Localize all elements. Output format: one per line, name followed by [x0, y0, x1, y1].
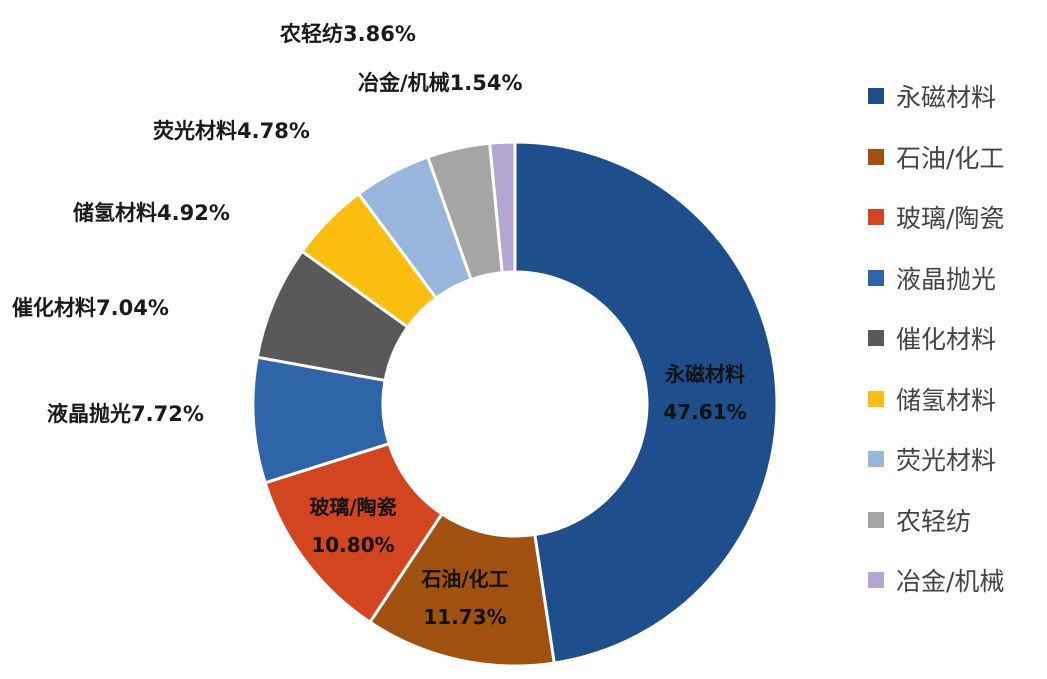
legend-swatch-icon [868, 209, 884, 226]
label-petrochemical: 石油/化工 11.73% [405, 560, 525, 636]
legend-item-catalytic: 催化材料 [868, 308, 1004, 369]
label-glass-ceramics-value: 10.80% [311, 533, 395, 557]
legend-item-glass-ceramics: 玻璃/陶瓷 [868, 187, 1004, 248]
label-petrochemical-value: 11.73% [423, 605, 507, 629]
donut-slices [251, 140, 779, 668]
legend-swatch-icon [868, 148, 884, 165]
legend-item-permanent-magnet: 永磁材料 [868, 66, 1004, 127]
legend-swatch-icon [868, 330, 884, 347]
legend-swatch-icon [868, 511, 884, 528]
legend-item-fluorescent: 荧光材料 [868, 429, 1004, 490]
legend-swatch-icon [868, 269, 884, 286]
legend-item-petrochemical: 石油/化工 [868, 127, 1004, 188]
legend-swatch-icon [868, 88, 884, 105]
label-glass-ceramics-name: 玻璃/陶瓷 [309, 495, 397, 519]
legend-label: 催化材料 [896, 325, 997, 355]
legend-swatch-icon [868, 451, 884, 468]
label-permanent-magnet: 永磁材料 47.61% [650, 355, 760, 431]
legend-item-lcd-polishing: 液晶抛光 [868, 248, 1004, 309]
legend-label: 冶金/机械 [896, 567, 1005, 597]
legend-swatch-icon [868, 390, 884, 407]
donut-slice [513, 140, 779, 665]
label-fluorescent: 荧光材料4.78% [153, 119, 310, 143]
legend-label: 液晶抛光 [896, 264, 997, 294]
label-petrochemical-name: 石油/化工 [421, 567, 509, 591]
legend-label: 玻璃/陶瓷 [896, 204, 1005, 234]
legend-label: 永磁材料 [896, 83, 997, 113]
label-agri-textile: 农轻纺3.86% [280, 22, 416, 46]
legend-swatch-icon [868, 572, 884, 589]
donut-slice [488, 140, 517, 275]
legend-item-metallurgy: 冶金/机械 [868, 550, 1004, 611]
label-catalytic: 催化材料7.04% [12, 296, 169, 320]
legend-label: 石油/化工 [896, 143, 1005, 173]
legend-item-agri-textile: 农轻纺 [868, 490, 1004, 551]
legend-label: 荧光材料 [896, 446, 997, 476]
legend-label: 储氢材料 [896, 385, 997, 415]
label-glass-ceramics: 玻璃/陶瓷 10.80% [293, 488, 413, 564]
label-permanent-magnet-value: 47.61% [663, 400, 747, 424]
legend-item-hydrogen-storage: 储氢材料 [868, 369, 1004, 430]
label-lcd-polishing: 液晶抛光7.72% [47, 402, 204, 426]
chart-legend: 永磁材料 石油/化工 玻璃/陶瓷 液晶抛光 催化材料 储氢材料 荧光材料 农轻纺… [868, 66, 1004, 611]
legend-label: 农轻纺 [896, 506, 972, 536]
label-permanent-magnet-name: 永磁材料 [665, 362, 745, 386]
label-hydrogen-storage: 储氢材料4.92% [73, 201, 230, 225]
label-metallurgy: 冶金/机械1.54% [358, 71, 523, 95]
